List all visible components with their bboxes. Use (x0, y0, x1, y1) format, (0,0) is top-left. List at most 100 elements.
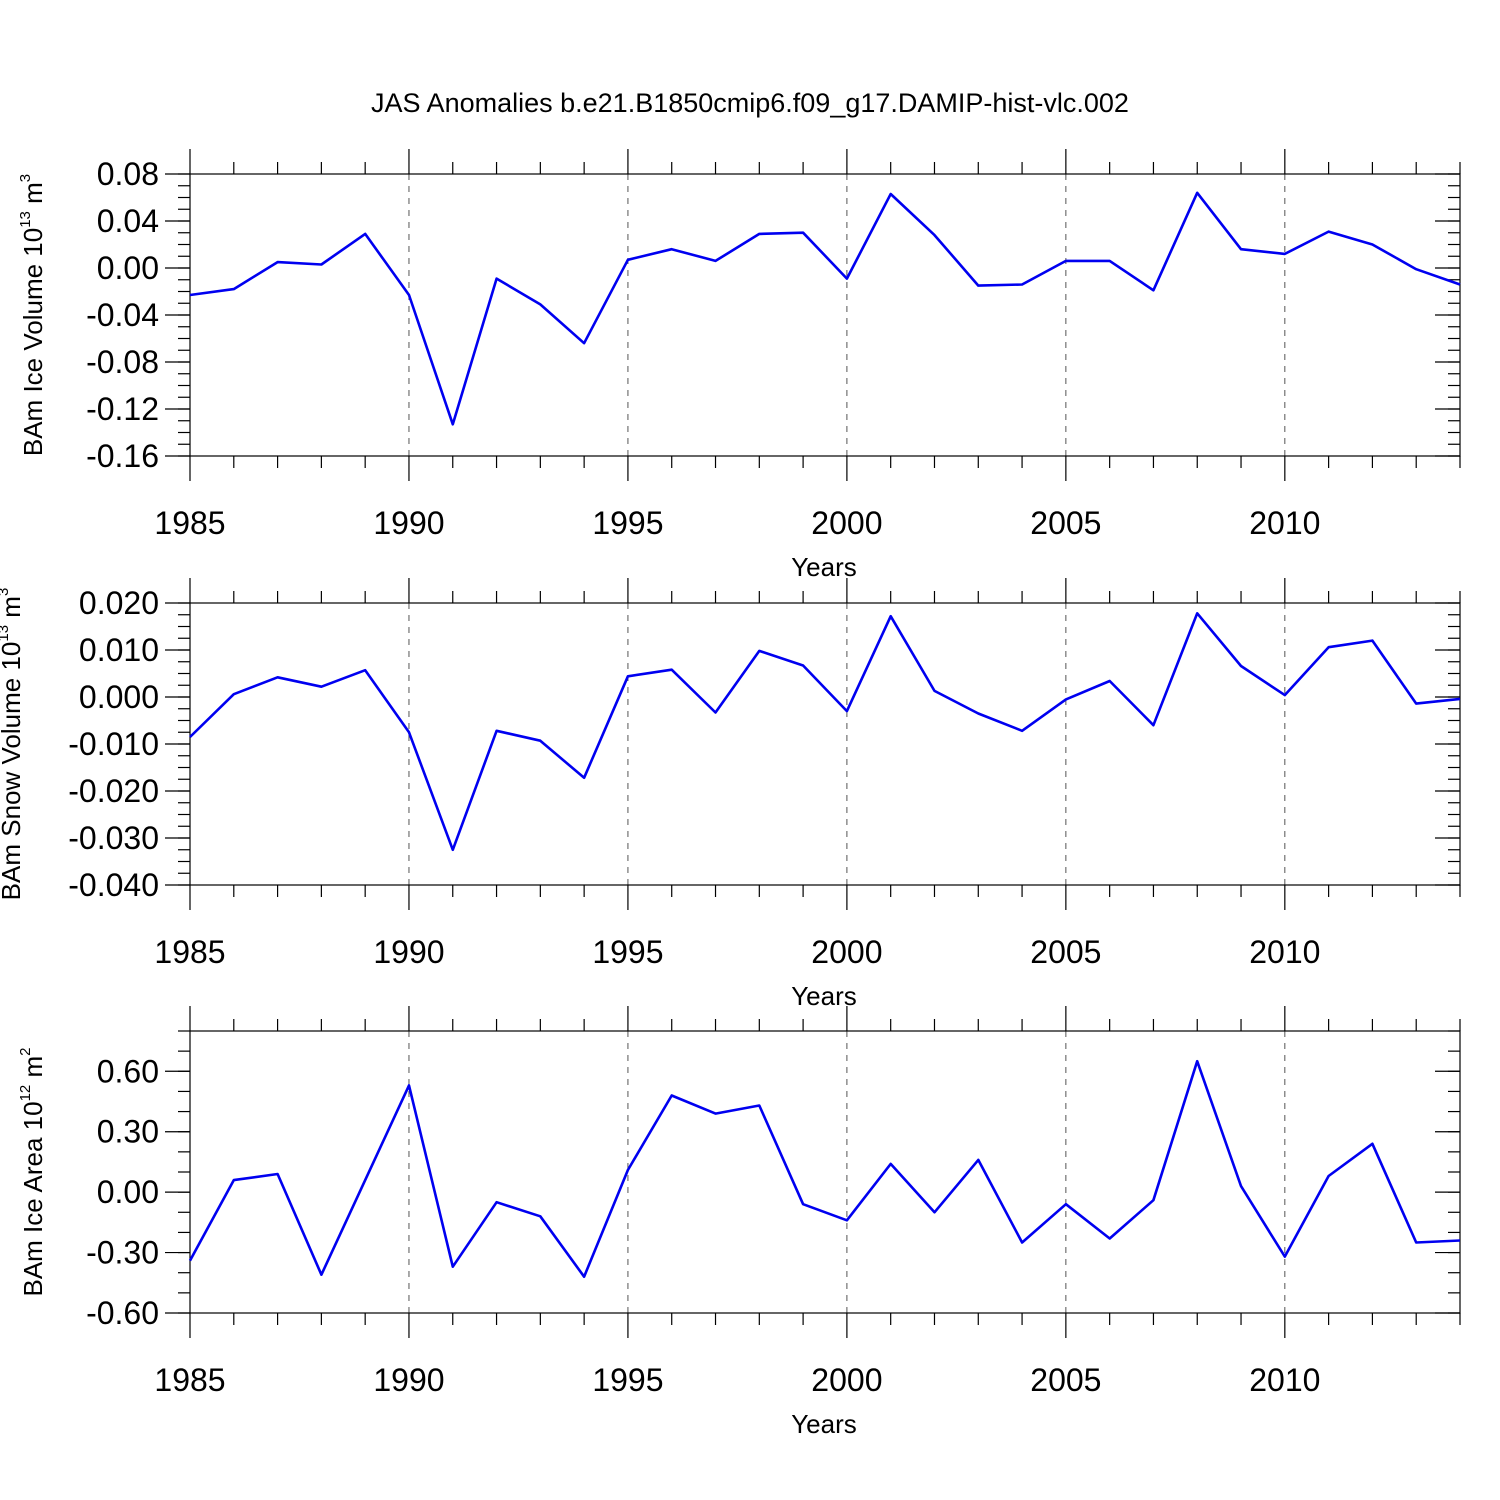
plot-frame (189, 1030, 1461, 1314)
data-point (1458, 697, 1462, 701)
data-point (1151, 1198, 1155, 1202)
data-point (1458, 282, 1462, 286)
x-tick-label: 2000 (811, 505, 882, 541)
data-point (714, 711, 718, 715)
x-tick-label: 2010 (1249, 934, 1320, 970)
data-point (319, 262, 323, 266)
data-point (1108, 679, 1112, 683)
data-point (976, 1158, 980, 1162)
x-tick-label: 2000 (811, 934, 882, 970)
data-point (495, 1200, 499, 1204)
data-point (538, 1214, 542, 1218)
data-point (714, 1112, 718, 1116)
data-point (932, 1210, 936, 1214)
y-tick-label: 0.020 (79, 585, 159, 621)
x-tick-label: 2005 (1030, 934, 1101, 970)
data-point (670, 668, 674, 672)
data-point (1195, 611, 1199, 615)
data-point (714, 259, 718, 263)
data-point (1151, 288, 1155, 292)
data-point (582, 341, 586, 345)
y-tick-label: -0.60 (86, 1295, 159, 1331)
data-point (1414, 702, 1418, 706)
data-point (451, 1265, 455, 1269)
y-tick-label: 0.00 (97, 1174, 159, 1210)
data-point (889, 614, 893, 618)
data-point (626, 1168, 630, 1172)
data-point (1414, 267, 1418, 271)
x-tick-label: 2000 (811, 1362, 882, 1398)
data-point (626, 674, 630, 678)
data-point (670, 247, 674, 251)
x-tick-label: 1995 (592, 1362, 663, 1398)
data-point (582, 776, 586, 780)
data-point (932, 689, 936, 693)
data-point (276, 675, 280, 679)
data-point (801, 664, 805, 668)
data-point (495, 277, 499, 281)
series-line (189, 611, 1461, 852)
y-tick-label: -0.04 (86, 297, 159, 333)
panel-1: 1985 1990 1995 2000 2005 2010 Years -0.16 -0.12 -… (17, 149, 1462, 582)
data-point (1064, 259, 1068, 263)
data-point (407, 293, 411, 297)
data-point (1283, 252, 1287, 256)
data-point (1064, 1202, 1068, 1206)
x-tick-label: 1990 (373, 505, 444, 541)
data-point (976, 284, 980, 288)
data-point (757, 1104, 761, 1108)
y-tick-label: 0.04 (97, 203, 159, 239)
data-point (232, 692, 236, 696)
data-point (1239, 1184, 1243, 1188)
data-point (1239, 664, 1243, 668)
figure-title: JAS Anomalies b.e21.B1850cmip6.f09_g17.D… (371, 88, 1129, 118)
data-point (1020, 1241, 1024, 1245)
data-point (319, 685, 323, 689)
data-point (276, 260, 280, 264)
y-tick-label: -0.12 (86, 391, 159, 427)
data-point (1195, 191, 1199, 195)
data-point (188, 293, 192, 297)
panel-2: 1985 1990 1995 2000 2005 2010 Years -0.040 -0.03… (0, 578, 1462, 1011)
data-point (845, 1218, 849, 1222)
x-axis-label: Years (791, 981, 857, 1011)
data-point (1064, 697, 1068, 701)
data-point (1327, 230, 1331, 234)
y-tick-label: -0.010 (68, 726, 159, 762)
data-point (1370, 1142, 1374, 1146)
data-point (845, 277, 849, 281)
data-point (276, 1172, 280, 1176)
data-point (1151, 723, 1155, 727)
data-point (845, 709, 849, 713)
data-point (757, 232, 761, 236)
data-point (932, 233, 936, 237)
data-point (889, 192, 893, 196)
data-point (626, 258, 630, 262)
y-tick-label: 0.60 (97, 1053, 159, 1089)
y-tick-label: -0.16 (86, 438, 159, 474)
y-tick-label: 0.30 (97, 1114, 159, 1150)
data-point (1458, 1238, 1462, 1242)
x-tick-label: 2005 (1030, 505, 1101, 541)
data-point (232, 287, 236, 291)
y-tick-label: 0.000 (79, 679, 159, 715)
data-point (363, 1178, 367, 1182)
data-point (976, 711, 980, 715)
plot-frame (189, 173, 1461, 457)
data-point (889, 1162, 893, 1166)
data-point (1370, 243, 1374, 247)
data-point (188, 1259, 192, 1263)
data-point (319, 1273, 323, 1277)
x-tick-label: 1985 (154, 1362, 225, 1398)
data-point (1239, 247, 1243, 251)
y-tick-label: 0.010 (79, 632, 159, 668)
data-point (1195, 1059, 1199, 1063)
data-point (451, 848, 455, 852)
x-tick-label: 1995 (592, 934, 663, 970)
y-tick-label: 0.08 (97, 156, 159, 192)
data-point (188, 735, 192, 739)
data-point (407, 730, 411, 734)
data-point (1020, 729, 1024, 733)
data-point (1414, 1241, 1418, 1245)
data-point (363, 668, 367, 672)
